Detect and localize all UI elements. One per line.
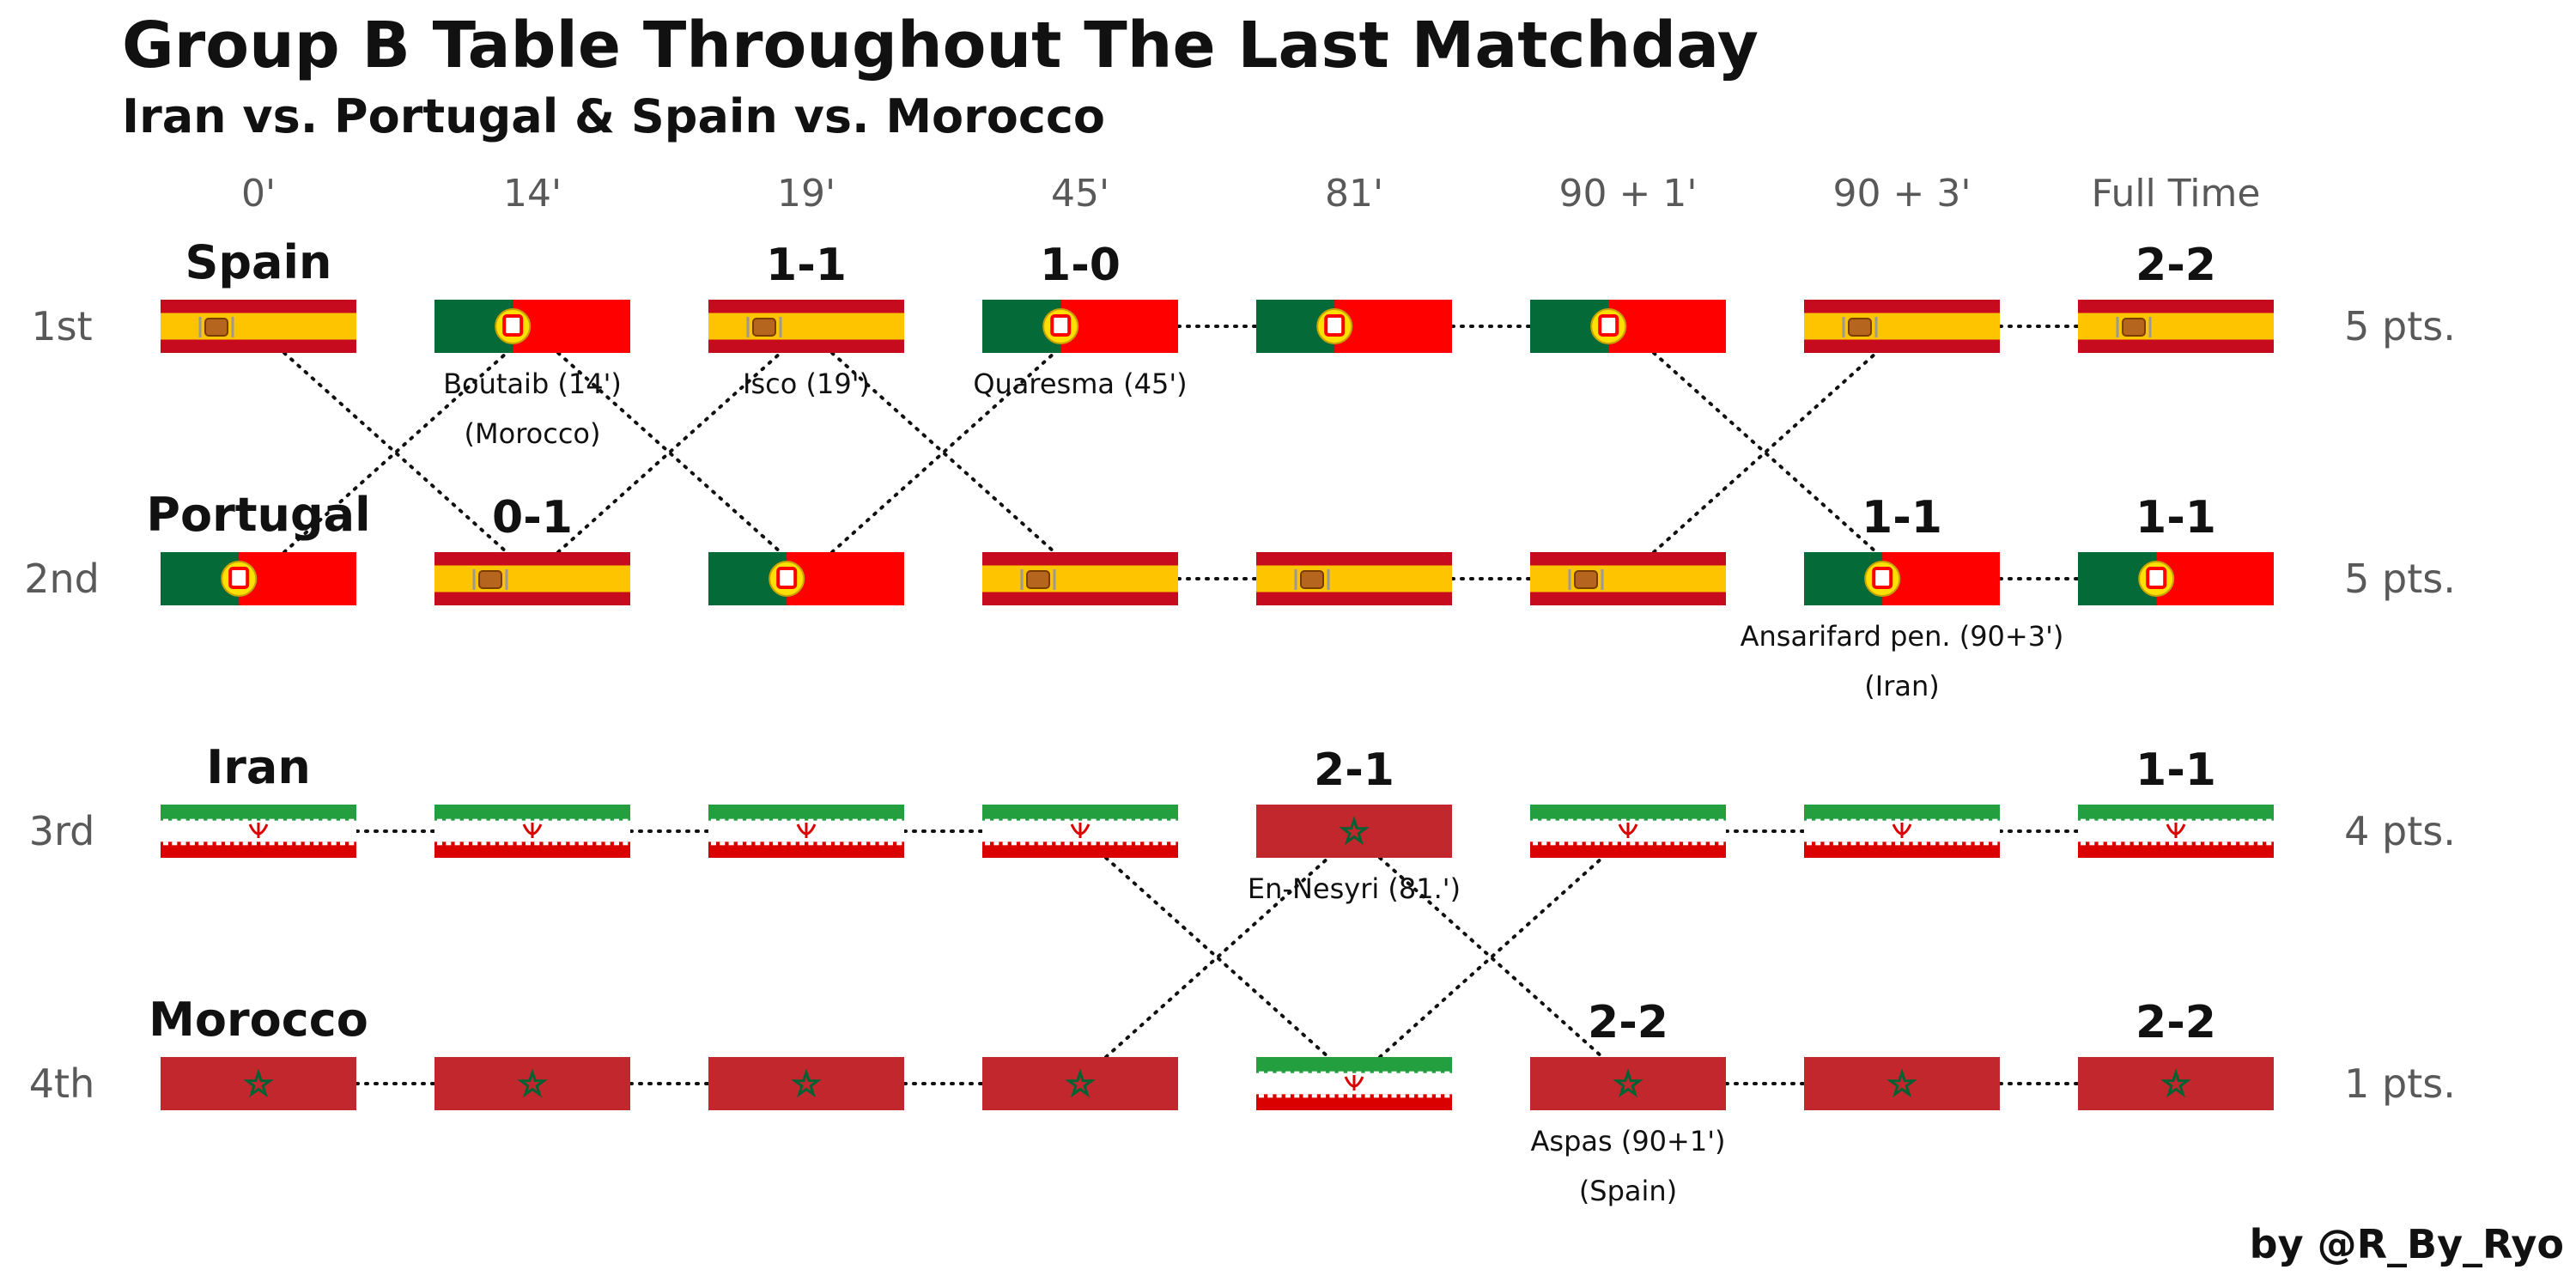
time-tick-label: 45' (1051, 172, 1109, 216)
morocco-flag (2078, 1057, 2274, 1110)
goal-annotation: (Iran) (1864, 670, 1939, 702)
team-name-label: Morocco (149, 993, 368, 1047)
chart-subtitle: Iran vs. Portugal & Spain vs. Morocco (122, 89, 1105, 143)
goal-annotation: Isco (19') (743, 368, 870, 400)
time-axis-labels: 0' 14' 19' 45' 81' 90 + 1' 90 + 3' Full Time (241, 172, 2261, 216)
portugal-flag (161, 552, 356, 605)
goal-annotation: (Spain) (1579, 1175, 1677, 1207)
score-label: 1-1 (2136, 492, 2216, 544)
portugal-flag (1256, 300, 1452, 353)
connector-line (283, 351, 508, 554)
score-label: 1-1 (2136, 744, 2216, 796)
connector-line (1104, 856, 1330, 1059)
connector-line (1104, 856, 1330, 1059)
team-name-label: Portugal (146, 488, 370, 542)
goal-annotation: Aspas (90+1') (1531, 1125, 1726, 1157)
connector-line (1378, 856, 1604, 1059)
time-tick-label: Full Time (2092, 172, 2261, 216)
position-connectors (283, 325, 2080, 1085)
time-tick-label: 90 + 1' (1559, 172, 1698, 216)
rank-label: 1st (31, 303, 92, 349)
connector-line (1378, 856, 1604, 1059)
chart-title: Group B Table Throughout The Last Matchd… (122, 9, 1759, 82)
connector-line (283, 351, 508, 554)
score-label: 1-1 (1862, 492, 1942, 544)
iran-flag (708, 805, 904, 858)
time-tick-label: 0' (241, 172, 276, 216)
rank-label: 3rd (29, 808, 95, 854)
spain-flag (2078, 300, 2274, 353)
points-labels: 5 pts. 5 pts. 4 pts. 1 pts. (2344, 303, 2456, 1107)
portugal-flag (982, 300, 1178, 353)
score-label: 2-2 (1588, 997, 1668, 1048)
portugal-flag (1804, 552, 2000, 605)
iran-flag (1530, 805, 1726, 858)
goal-annotation: Quaresma (45') (973, 368, 1187, 400)
goal-annotation: (Morocco) (465, 417, 601, 450)
iran-flag (982, 805, 1178, 858)
score-label: 2-2 (2136, 240, 2216, 291)
spain-flag (1804, 300, 2000, 353)
iran-flag (161, 805, 356, 858)
spain-flag (982, 552, 1178, 605)
connector-line (830, 351, 1056, 554)
goal-annotation: Boutaib (14') (443, 368, 622, 400)
morocco-flag (1256, 805, 1452, 858)
time-tick-label: 19' (777, 172, 835, 216)
connector-line (1652, 351, 1878, 554)
portugal-flag (1530, 300, 1726, 353)
rank-label: 2nd (24, 556, 100, 602)
score-label: 2-1 (1314, 744, 1394, 796)
morocco-flag (1530, 1057, 1726, 1110)
goal-annotation: En-Nesyri (81.') (1248, 872, 1461, 905)
author-credit: by @R_By_Ryo (2249, 1221, 2564, 1267)
team-name-label: Spain (185, 235, 332, 289)
points-label: 4 pts. (2344, 808, 2456, 854)
score-labels: 0-1 1-1 1-0 2-1 2-2 1-1 2-2 1-1 1-1 2-2 (492, 240, 2216, 1048)
goal-annotations: Boutaib (14') (Morocco) Isco (19') Quaresma… (443, 368, 2063, 1207)
spain-flag (708, 300, 904, 353)
team-name-labels: Spain Portugal Iran Morocco (146, 235, 370, 1047)
team-flags (161, 300, 2274, 1110)
morocco-flag (434, 1057, 630, 1110)
team-name-label: Iran (206, 740, 311, 794)
score-label: 0-1 (492, 492, 573, 544)
connector-line (830, 351, 1056, 554)
morocco-flag (161, 1057, 356, 1110)
time-tick-label: 90 + 3' (1833, 172, 1971, 216)
morocco-flag (982, 1057, 1178, 1110)
morocco-flag (708, 1057, 904, 1110)
portugal-flag (2078, 552, 2274, 605)
spain-flag (434, 552, 630, 605)
points-label: 5 pts. (2344, 303, 2456, 349)
spain-flag (161, 300, 356, 353)
iran-flag (2078, 805, 2274, 858)
time-tick-label: 14' (503, 172, 562, 216)
score-label: 2-2 (2136, 997, 2216, 1048)
rank-axis-labels: 1st 2nd 3rd 4th (24, 303, 100, 1107)
morocco-flag (1804, 1057, 2000, 1110)
iran-flag (1804, 805, 2000, 858)
portugal-flag (708, 552, 904, 605)
connector-line (1652, 351, 1878, 554)
score-label: 1-1 (766, 240, 847, 291)
iran-flag (1256, 1057, 1452, 1110)
spain-flag (1530, 552, 1726, 605)
connector-line (556, 351, 782, 554)
time-tick-label: 81' (1325, 172, 1383, 216)
spain-flag (1256, 552, 1452, 605)
points-label: 1 pts. (2344, 1060, 2456, 1107)
portugal-flag (434, 300, 630, 353)
goal-annotation: Ansarifard pen. (90+3') (1741, 620, 2064, 653)
points-label: 5 pts. (2344, 556, 2456, 602)
iran-flag (434, 805, 630, 858)
connector-line (556, 351, 782, 554)
rank-label: 4th (29, 1060, 94, 1107)
score-label: 1-0 (1040, 240, 1121, 291)
